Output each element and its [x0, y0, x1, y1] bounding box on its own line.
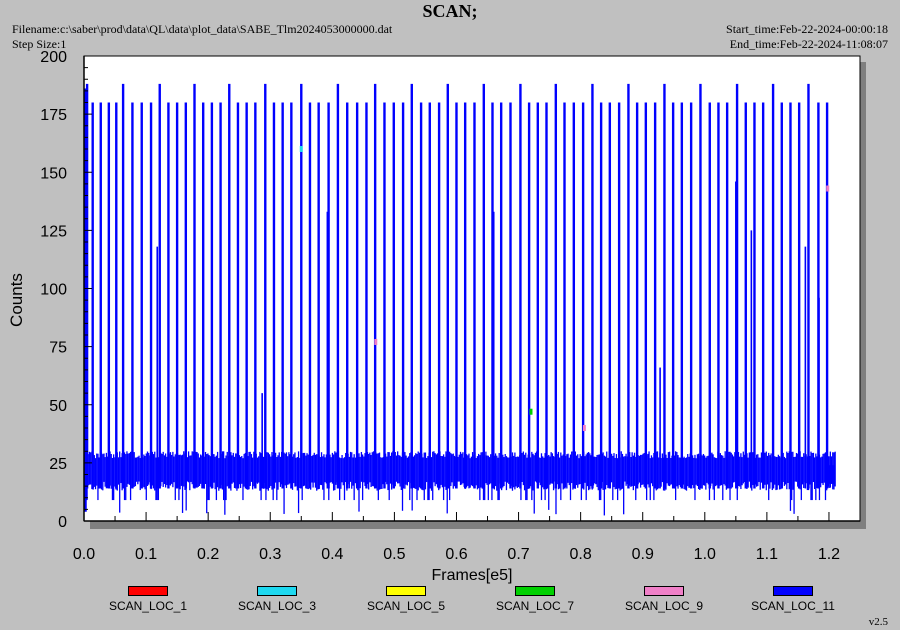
x-axis-label: Frames[e5]: [432, 567, 513, 584]
series-mark: [582, 425, 586, 431]
y-tick-label: 175: [40, 107, 67, 124]
legend-item: SCAN_LOC_11: [723, 586, 863, 613]
legend-swatch: [515, 586, 555, 596]
legend-label: SCAN_LOC_3: [237, 599, 317, 613]
end-time-label: End_time:Feb-22-2024-11:08:07: [729, 37, 888, 51]
legend-label: SCAN_LOC_11: [751, 599, 835, 613]
start-time-label: Start_time:Feb-22-2024-00:00:18: [726, 22, 888, 36]
legend-label: SCAN_LOC_9: [624, 599, 704, 613]
plot-area: [83, 55, 861, 522]
x-tick-label: 0.1: [135, 546, 157, 563]
legend-item: SCAN_LOC_1: [78, 586, 218, 613]
y-tick-label: 50: [49, 398, 67, 415]
legend-swatch: [386, 586, 426, 596]
version-label: v2.5: [868, 616, 888, 628]
series-mark: [299, 146, 303, 152]
x-tick-label: 0.6: [445, 546, 467, 563]
legend-label: SCAN_LOC_1: [108, 599, 188, 613]
y-tick-label: 200: [40, 49, 67, 66]
axes: 0 25 50 75 100 125 150 175 200 0.0 0.1 0.2 0.3 0.4 0.5…: [40, 49, 860, 563]
series-mark: [374, 338, 378, 345]
x-tick-label: 0.8: [570, 546, 592, 563]
x-tick-label: 0.3: [259, 546, 281, 563]
y-tick-label: 25: [49, 456, 67, 473]
y-tick-label: 150: [40, 165, 67, 182]
scan-end-block: [825, 465, 836, 484]
x-tick-label: 0.7: [507, 546, 529, 563]
x-tick-label: 1.2: [818, 546, 840, 563]
y-tick-label: 100: [40, 282, 67, 299]
x-tick-label: 0.0: [73, 546, 95, 563]
x-tick-label: 1.1: [756, 546, 778, 563]
x-tick-label: 1.0: [694, 546, 716, 563]
data-marks: [83, 83, 836, 516]
legend-item: SCAN_LOC_7: [465, 586, 605, 613]
step-size-label: Step Size:1: [12, 37, 67, 51]
legend-label: SCAN_LOC_5: [366, 599, 446, 613]
series-mark: [529, 408, 533, 415]
y-tick-label: 125: [40, 223, 67, 240]
series-mark: [826, 185, 830, 192]
legend-item: SCAN_LOC_9: [594, 586, 734, 613]
legend-swatch: [773, 586, 813, 596]
filename-label: Filename:c:\saber\prod\data\QL\data\plot…: [12, 22, 393, 36]
y-tick-label: 0: [58, 514, 67, 531]
legend-item: SCAN_LOC_5: [336, 586, 476, 613]
x-tick-label: 0.2: [197, 546, 219, 563]
chart-title: SCAN;: [422, 1, 478, 21]
legend-label: SCAN_LOC_7: [495, 599, 575, 613]
x-tick-label: 0.5: [383, 546, 405, 563]
legend-swatch: [644, 586, 684, 596]
x-tick-label: 0.4: [321, 546, 343, 563]
x-tick-label: 0.9: [632, 546, 654, 563]
legend-swatch: [257, 586, 297, 596]
y-axis-label: Counts: [7, 273, 26, 327]
y-tick-label: 75: [49, 340, 67, 357]
legend-item: SCAN_LOC_3: [207, 586, 347, 613]
legend-swatch: [128, 586, 168, 596]
